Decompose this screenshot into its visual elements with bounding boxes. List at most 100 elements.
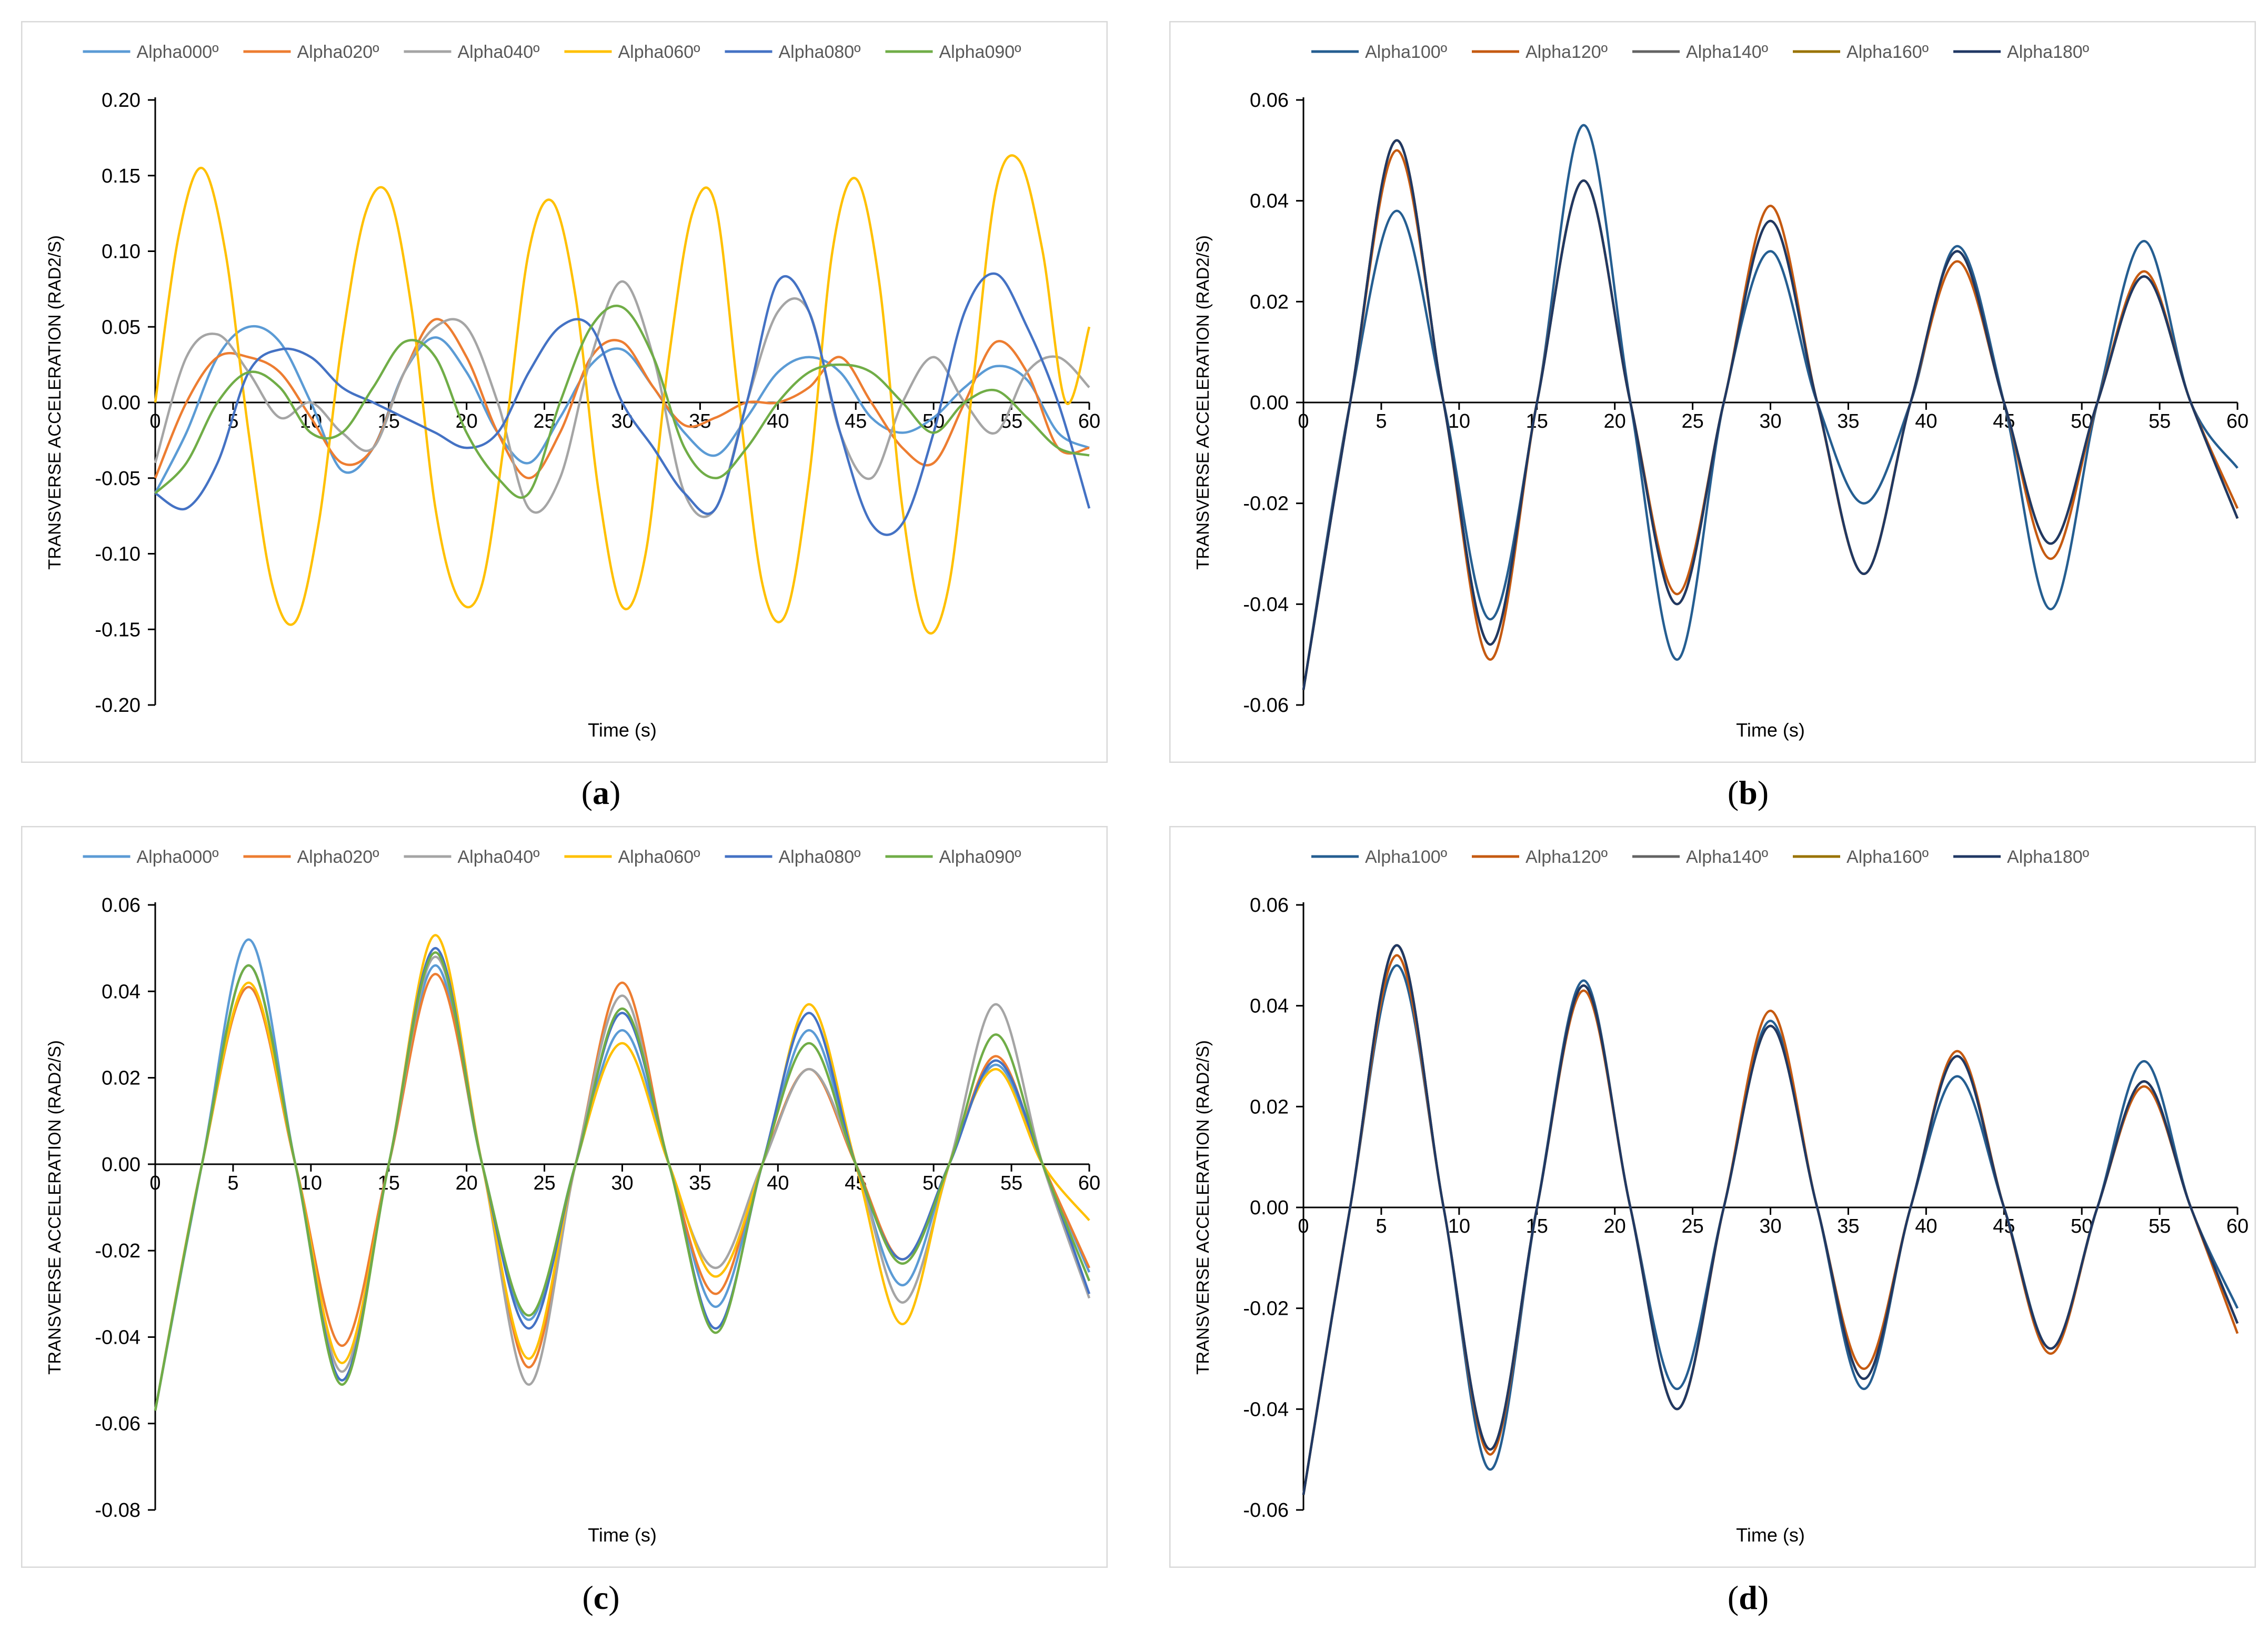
series-line [154, 272, 1091, 536]
legend-item: Alpha000º [83, 847, 219, 867]
x-tick-label: 55 [2149, 410, 2171, 432]
legend-item: Alpha080º [725, 42, 861, 62]
chart-frame [1169, 826, 2256, 1568]
chart-panel-c: Alpha000º Alpha020º Alpha040º Alpha060º Alph… [21, 826, 1108, 1568]
legend-label: Alpha080º [779, 847, 861, 867]
y-tick-label: 0.06 [1250, 894, 1289, 916]
x-tick-label: 55 [1000, 1172, 1022, 1194]
legend-label: Alpha160º [1846, 42, 1929, 62]
y-tick-label: 0.02 [1250, 291, 1289, 313]
y-tick-label: -0.04 [95, 1326, 141, 1348]
y-axis-label: TRANSVERSE ACCELERATION (RAD2/S) [1193, 235, 1212, 570]
x-tick-label: 0 [1298, 1215, 1309, 1237]
legend-item: Alpha090º [885, 42, 1021, 62]
legend-item: Alpha100º [1311, 847, 1447, 867]
series-line [154, 154, 1091, 634]
x-tick-label: 25 [533, 1172, 555, 1194]
y-tick-label: 0.04 [1250, 995, 1289, 1018]
x-tick-label: 10 [300, 1172, 322, 1194]
x-tick-label: 20 [1604, 410, 1626, 432]
x-axis-label: Time (s) [1736, 719, 1805, 741]
y-tick-label: 0.06 [1250, 89, 1289, 112]
x-axis-label: Time (s) [1736, 1524, 1805, 1546]
y-tick-label: -0.06 [95, 1413, 141, 1435]
legend-item: Alpha000º [83, 42, 219, 62]
legend-item: Alpha180º [1953, 42, 2089, 62]
x-tick-label: 60 [1078, 1172, 1100, 1194]
x-tick-label: 30 [611, 1172, 633, 1194]
x-tick-label: 20 [1604, 1215, 1626, 1237]
legend-item: Alpha160º [1793, 42, 1929, 62]
legend: Alpha000º Alpha020º Alpha040º Alpha060º Alph… [83, 42, 1021, 62]
x-tick-label: 10 [1448, 410, 1470, 432]
legend-item: Alpha140º [1632, 42, 1768, 62]
y-tick-label: -0.06 [1243, 694, 1289, 717]
chart-panel-b: Alpha100º Alpha120º Alpha140º Alpha160º Alph… [1169, 21, 2256, 763]
x-axis-label: Time (s) [588, 1524, 657, 1546]
x-tick-label: 35 [1837, 1215, 1859, 1237]
legend-label: Alpha020º [297, 42, 379, 62]
y-tick-label: -0.15 [95, 619, 141, 641]
legend-label: Alpha090º [939, 847, 1021, 867]
legend-label: Alpha140º [1686, 42, 1768, 62]
y-tick-label: -0.10 [95, 543, 141, 566]
legend-label: Alpha020º [297, 847, 379, 867]
legend-item: Alpha120º [1472, 42, 1608, 62]
legend-item: Alpha180º [1953, 847, 2089, 867]
legend-label: Alpha040º [458, 42, 540, 62]
legend: Alpha100º Alpha120º Alpha140º Alpha160º Alph… [1311, 42, 2089, 62]
series-line [154, 280, 1090, 518]
x-tick-label: 55 [2149, 1215, 2171, 1237]
y-tick-label: -0.02 [1243, 493, 1289, 515]
chart-panel-d: Alpha100º Alpha120º Alpha140º Alpha160º Alph… [1169, 826, 2256, 1568]
chart-a: Alpha000º Alpha020º Alpha040º Alpha060º Alph… [21, 21, 1108, 763]
y-tick-label: 0.15 [102, 165, 141, 187]
series-line [154, 951, 1091, 1411]
legend-label: Alpha100º [1365, 847, 1447, 867]
legend-label: Alpha040º [458, 847, 540, 867]
x-tick-label: 30 [1759, 1215, 1781, 1237]
y-tick-label: 0.02 [1250, 1096, 1289, 1118]
y-tick-label: -0.02 [95, 1240, 141, 1262]
legend-label: Alpha120º [1526, 847, 1608, 867]
legend-item: Alpha120º [1472, 847, 1608, 867]
y-axis-label: TRANSVERSE ACCELERATION (RAD2/S) [1193, 1040, 1212, 1375]
y-tick-label: 0.04 [1250, 190, 1289, 213]
caption-a: (a) [581, 774, 621, 811]
legend-item: Alpha100º [1311, 42, 1447, 62]
y-axis-label: TRANSVERSE ACCELERATION (RAD2/S) [45, 235, 64, 570]
legend-item: Alpha040º [404, 847, 540, 867]
y-tick-label: -0.04 [1243, 593, 1289, 616]
chart-d: Alpha100º Alpha120º Alpha140º Alpha160º Alph… [1169, 826, 2256, 1568]
y-tick-label: -0.06 [1243, 1499, 1289, 1522]
y-tick-label: -0.08 [95, 1499, 141, 1522]
legend-label: Alpha160º [1846, 847, 1929, 867]
y-tick-label: 0.04 [102, 981, 141, 1003]
x-tick-label: 30 [611, 410, 633, 432]
x-tick-label: 0 [149, 410, 160, 432]
y-tick-label: 0.20 [102, 89, 141, 112]
y-tick-label: 0.10 [102, 241, 141, 263]
y-tick-label: 0.00 [1250, 392, 1289, 414]
x-tick-label: 10 [1448, 1215, 1470, 1237]
chart-c: Alpha000º Alpha020º Alpha040º Alpha060º Alph… [21, 826, 1108, 1568]
legend-item: Alpha020º [243, 42, 379, 62]
legend-label: Alpha060º [618, 42, 700, 62]
legend-label: Alpha180º [2007, 42, 2089, 62]
chart-frame [1169, 21, 2256, 763]
chart-b: Alpha100º Alpha120º Alpha140º Alpha160º Alph… [1169, 21, 2256, 763]
legend: Alpha100º Alpha120º Alpha140º Alpha160º Alph… [1311, 847, 2089, 867]
caption-b: (b) [1727, 774, 1769, 811]
x-tick-label: 60 [2226, 1215, 2249, 1237]
x-tick-label: 25 [1681, 1215, 1703, 1237]
legend-label: Alpha090º [939, 42, 1021, 62]
x-tick-label: 15 [1526, 410, 1548, 432]
y-tick-label: -0.05 [95, 468, 141, 490]
y-tick-label: 0.00 [1250, 1197, 1289, 1219]
x-tick-label: 5 [1376, 410, 1387, 432]
legend-item: Alpha160º [1793, 847, 1929, 867]
legend-label: Alpha180º [2007, 847, 2089, 867]
series-line [154, 325, 1090, 494]
legend-item: Alpha060º [564, 847, 700, 867]
legend-item: Alpha060º [564, 42, 700, 62]
